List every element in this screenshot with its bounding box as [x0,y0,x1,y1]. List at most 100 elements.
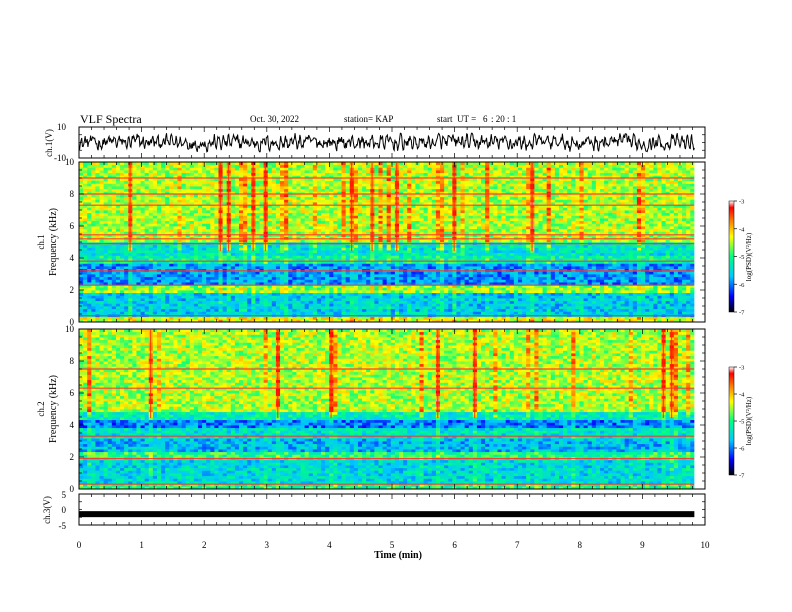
spectrogram-cell [538,311,543,314]
spectrogram-cell [514,301,519,304]
spectrogram-cell [514,306,519,309]
spectrogram-cell [165,279,170,282]
spectrogram-cell [366,311,371,314]
spectrogram-cell [173,287,178,290]
spectrogram-cell [612,306,617,309]
spectrogram-cell [374,295,379,298]
spectrogram-cell [79,306,84,309]
spectrogram-cell [485,290,490,293]
spectrogram-cell [387,303,392,306]
spectrogram-cell [206,245,211,248]
spectrogram-cell [378,293,383,296]
spectrogram-cell [161,245,166,248]
spectrogram-cell [551,266,556,269]
spectrogram-cell [157,311,162,314]
spectrogram-cell [239,317,244,320]
spectrogram-cell [678,253,683,256]
spectrogram-cell [112,253,117,256]
spectrogram-cell [477,271,482,274]
spectrogram-cell [190,271,195,274]
spectrogram-cell [461,290,466,293]
spectrogram-cell [79,274,84,277]
spectrogram-cell [383,239,388,242]
spectrogram-cell [268,311,273,314]
spectrogram-cell [633,290,638,293]
spectrogram-cell [284,247,289,250]
spectrogram-cell [91,245,96,248]
spectrogram-cell [288,290,293,293]
spectrogram-cell [280,245,285,248]
spectrogram-cell [575,309,580,312]
spectrogram-cell [485,298,490,301]
spectrogram-cell [403,317,408,320]
spectrogram-cell [428,295,433,298]
spectrogram-cell [629,309,634,312]
spectrogram-cell [502,263,507,266]
spectrogram-cell [391,303,396,306]
spectrogram-cell [604,239,609,242]
spectrogram-cell [547,287,552,290]
spectrogram-cell [301,277,306,280]
spectrogram-cell [276,263,281,266]
spectrogram-cell [198,306,203,309]
spectrogram-cell [674,311,679,314]
spectrogram-cell [358,309,363,312]
spectrogram-cell [629,253,634,256]
spectrogram-cell [362,247,367,250]
spectrogram-cell [309,293,314,296]
spectrogram-cell [223,311,228,314]
spectrogram-cell [206,266,211,269]
spectrogram-cell [255,247,260,250]
spectrogram-cell [506,290,511,293]
spectrogram-cell [477,293,482,296]
spectrogram-cell [538,298,543,301]
spectrogram-cell [411,277,416,280]
spectrogram-cell [428,266,433,269]
spectrogram-cell [268,239,273,242]
spectrogram-cell [514,290,519,293]
spectrogram-cell [292,247,297,250]
spectrogram-cell [448,303,453,306]
spectrogram-cell [370,263,375,266]
spectrogram-cell [555,279,560,282]
spectrogram-cell [186,250,191,253]
spectrogram-cell [276,245,281,248]
spectrogram-cell [288,309,293,312]
spectrogram-cell [182,303,187,306]
spectrogram-cell [145,247,150,250]
spectrogram-cell [223,298,228,301]
spectrogram-cell [584,277,589,280]
spectrogram-cell [136,303,141,306]
spectrogram-cell [653,253,658,256]
spectrogram-cell [534,250,539,253]
spectrogram-cell [378,253,383,256]
spectrogram-cell [526,290,531,293]
spectrogram-cell [678,311,683,314]
spectrogram-cell [116,293,121,296]
spectrogram-cell [510,301,515,304]
spectrogram-cell [575,245,580,248]
spectrogram-cell [551,245,556,248]
spectrogram-cell [440,298,445,301]
spectrogram-cell [124,253,129,256]
spectrogram-cell [83,253,88,256]
spectrogram-cell [325,311,330,314]
spectrogram-cell [526,303,531,306]
spectrogram-cell [239,293,244,296]
spectrogram-cell [637,239,642,242]
spectrogram-cell [633,271,638,274]
spectrogram-cell [563,298,568,301]
spectrogram-cell [395,277,400,280]
spectrogram-cell [198,255,203,258]
spectrogram-cell [223,306,228,309]
spectrogram-cell [358,303,363,306]
spectrogram-cell [391,245,396,248]
spectrogram-cell [596,250,601,253]
spectrogram-cell [231,279,236,282]
spectrogram-cell [173,295,178,298]
spectrogram-cell [366,301,371,304]
spectrogram-cell [383,303,388,306]
spectrogram-cell [235,306,240,309]
spectrogram-cell [440,253,445,256]
spectrogram-cell [268,263,273,266]
